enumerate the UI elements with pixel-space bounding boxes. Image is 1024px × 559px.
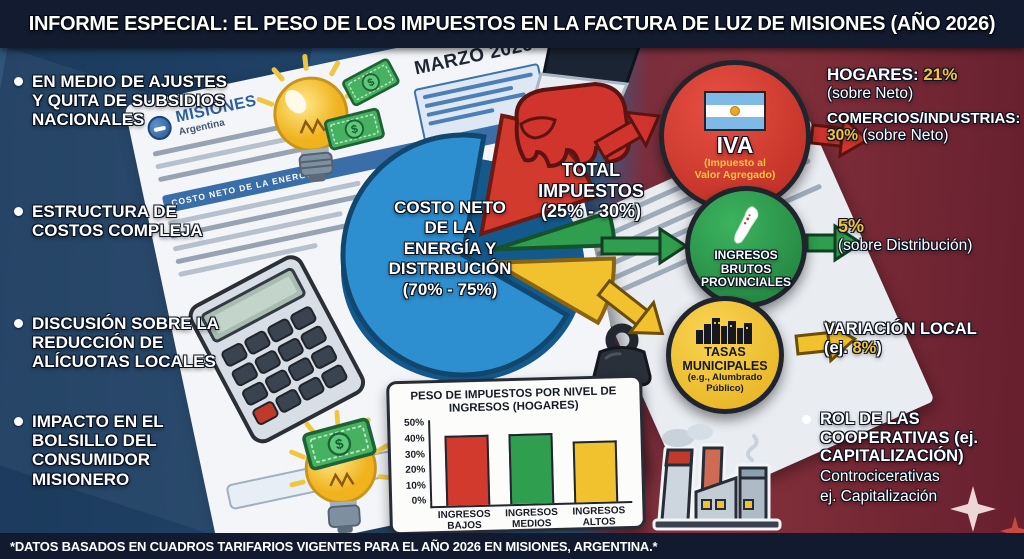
iibb-circle: INGRESOS BRUTOS PROVINCIALES	[685, 186, 807, 308]
footnote-bar: *DATOS BASADOS EN CUADROS TARIFARIOS VIG…	[0, 533, 1024, 559]
tasas-title: TASAS MUNICIPALES	[682, 344, 768, 373]
bullet-item: DISCUSIÓN SOBRE LA REDUCCIÓN DE ALÍCUOTA…	[10, 314, 242, 372]
bullet-dot	[14, 417, 23, 426]
bar-ingresos-bajos	[444, 434, 491, 507]
footnote-text: *DATOS BASADOS EN CUADROS TARIFARIOS VIG…	[10, 538, 658, 554]
iva-hogares-label: HOGARES:	[827, 65, 924, 84]
iva-subtitle: (Impuesto al Valor Agregado)	[694, 156, 776, 181]
bar-chart-x-axis: INGRESOS BAJOS INGRESOS MEDIOS INGRESOS …	[437, 505, 626, 533]
page-title: INFORME ESPECIAL: EL PESO DE LOS IMPUEST…	[28, 12, 996, 35]
calculator-icon	[182, 249, 373, 454]
tasas-subtitle: (e.g., Alumbrado Público)	[687, 372, 763, 394]
iibb-value: 5%	[838, 216, 865, 236]
money-bill-icon: $	[339, 55, 404, 113]
svg-text:$: $	[333, 435, 345, 453]
tasas-line2-value: 8%	[852, 339, 877, 357]
tasas-line1: VARIACIÓN LOCAL	[824, 320, 977, 338]
tasas-line2-prefix: (ej.	[824, 339, 853, 357]
pie-label-costo-neto: COSTO NETO DE LA ENERGÍA Y DISTRIBUCIÓN …	[388, 198, 512, 299]
iibb-note: (sobre Distribución)	[838, 237, 973, 254]
bar-chart-y-axis: 50% 40% 30% 20% 10% 0%	[403, 417, 427, 508]
iva-comercios-note: (sobre Neto)	[858, 127, 949, 144]
bullet-dot	[14, 319, 23, 328]
flag-sun-icon	[730, 105, 740, 116]
bullet-item: ESTRUCTURA DE COSTOS COMPLEJA	[10, 202, 242, 240]
bullet-dot	[14, 77, 23, 86]
bar-ingresos-medios	[508, 432, 555, 505]
argentina-flag-icon	[704, 90, 766, 131]
factory-icon	[648, 420, 788, 540]
bar-ingresos-altos	[572, 439, 619, 503]
iva-circle: IVA (Impuesto al Valor Agregado)	[659, 60, 811, 212]
cooperatives-title: ROL DE LAS COOPERATIVAS (ej. CAPITALIZAC…	[820, 410, 978, 466]
iva-comercios-label: COMERCIOS/INDUSTRIAS:	[827, 109, 1021, 127]
iva-hogares-value: 21%	[923, 65, 958, 84]
pie-slice-costo-neto	[340, 132, 571, 378]
iibb-title: INGRESOS BRUTOS PROVINCIALES	[700, 247, 791, 290]
cooperatives-line2: ej. Capitalización	[820, 487, 938, 505]
iva-details: HOGARES: 21% (sobre Neto) COMERCIOS/INDU…	[827, 65, 1023, 146]
cooperatives-note: ROL DE LAS COOPERATIVAS (ej. CAPITALIZAC…	[800, 410, 1020, 506]
city-skyline-icon	[696, 317, 752, 344]
iva-hogares-note: (sobre Neto)	[827, 84, 914, 102]
bullet-item: EN MEDIO DE AJUSTES Y QUITA DE SUBSIDIOS…	[10, 72, 242, 130]
bar-chart-panel: PESO DE IMPUESTOS POR NIVEL DE INGRESOS …	[386, 374, 646, 536]
money-bill-icon: $	[299, 415, 380, 477]
title-banner: INFORME ESPECIAL: EL PESO DE LOS IMPUEST…	[0, 0, 1024, 48]
iva-comercios-value: 30%	[827, 127, 859, 144]
cooperatives-line1: Controcicerativas	[820, 467, 940, 485]
misiones-map-icon	[734, 205, 759, 244]
pie-label-total-impuestos: TOTAL IMPUESTOS (25% - 30%)	[538, 160, 644, 222]
iva-title: IVA	[716, 131, 754, 158]
iibb-details: 5% (sobre Distribución)	[838, 216, 972, 255]
bullet-item: IMPACTO EN EL BOLSILLO DEL CONSUMIDOR MI…	[10, 412, 242, 489]
bar-chart-title: PESO DE IMPUESTOS POR NIVEL DE INGRESOS …	[410, 385, 617, 415]
grabbing-hand-icon	[455, 42, 665, 194]
money-bill-icon: $	[322, 106, 388, 158]
tasas-details: VARIACIÓN LOCAL (ej. 8%)	[824, 320, 977, 358]
bar-chart-plot	[428, 415, 633, 509]
tasas-circle: TASAS MUNICIPALES (e.g., Alumbrado Públi…	[666, 296, 784, 414]
bullet-dot	[802, 415, 811, 424]
bullet-dot	[14, 207, 23, 216]
svg-text:$: $	[366, 76, 377, 89]
svg-text:$: $	[350, 122, 360, 136]
tasas-line2-suffix: )	[876, 339, 882, 357]
